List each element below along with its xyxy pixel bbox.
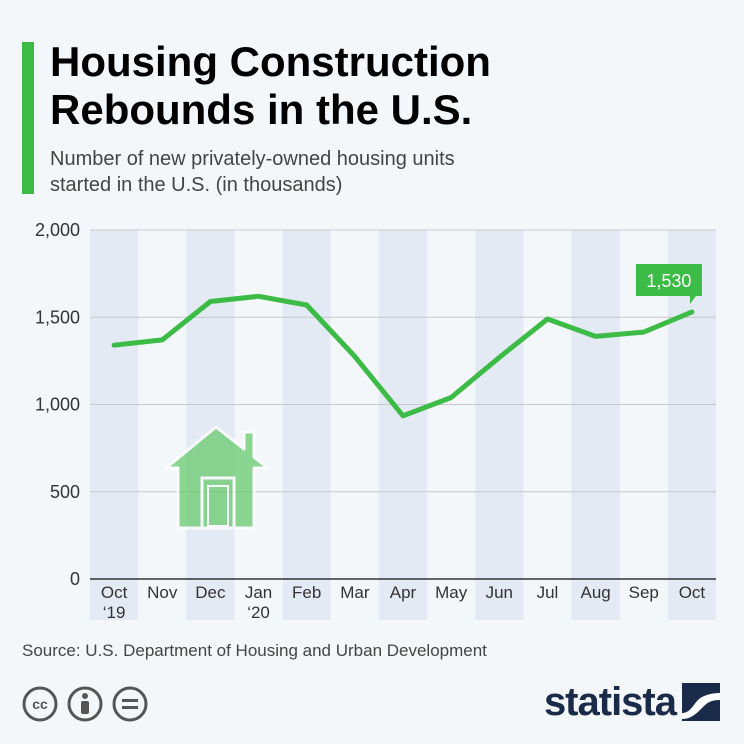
x-tick-label: May [435, 583, 468, 602]
x-tick-label: Oct [679, 583, 706, 602]
license-icons: cc [22, 686, 148, 722]
column-band [475, 230, 524, 620]
column-band [571, 230, 620, 620]
y-axis-ticks: 0 500 1,000 1,500 2,000 [35, 220, 80, 589]
x-tick-label: Dec [195, 583, 226, 602]
value-callout-label: 1,530 [646, 271, 691, 291]
source-note: Source: U.S. Department of Housing and U… [22, 641, 487, 660]
x-tick-label: Nov [147, 583, 178, 602]
y-tick-label: 500 [50, 482, 80, 502]
column-band [378, 230, 428, 620]
x-tick-label: Mar [340, 583, 370, 602]
no-derivatives-icon [112, 686, 148, 722]
x-tick-label: Aug [580, 583, 610, 602]
cc-icon: cc [22, 686, 58, 722]
x-tick-label: Oct ‘19 [101, 583, 128, 622]
x-tick-label: Sep [629, 583, 659, 602]
x-tick-label: Jan ‘20 [245, 583, 272, 622]
attribution-icon [67, 686, 103, 722]
x-tick-label: Jun [486, 583, 513, 602]
value-callout: 1,530 [635, 264, 702, 305]
column-band [186, 230, 235, 620]
x-tick-label: Apr [390, 583, 417, 602]
house-icon [164, 425, 270, 530]
x-tick-label: Jul [537, 583, 559, 602]
column-bands [90, 230, 716, 620]
y-tick-label: 0 [70, 569, 80, 589]
value-callout-box [635, 264, 702, 305]
column-band [282, 230, 331, 620]
statista-logo[interactable]: statista [544, 680, 720, 724]
logo-text: statista [543, 680, 677, 724]
logo-mark-icon [682, 683, 720, 721]
y-tick-label: 1,000 [35, 395, 80, 415]
x-tick-label: Feb [292, 583, 321, 602]
svg-text:cc: cc [32, 696, 48, 712]
accent-bar [22, 42, 34, 194]
y-tick-label: 2,000 [35, 220, 80, 240]
y-tick-label: 1,500 [35, 307, 80, 327]
chart-subtitle: Number of new privately-owned housing un… [50, 148, 455, 196]
series-line [111, 293, 695, 419]
column-band [90, 230, 139, 620]
chart-title: Housing Construction Rebounds in the U.S… [50, 38, 491, 133]
x-axis-ticks: Oct ‘19 Nov Dec Jan ‘20 Feb Mar Apr May Jun Jul Aug S… [101, 583, 706, 622]
